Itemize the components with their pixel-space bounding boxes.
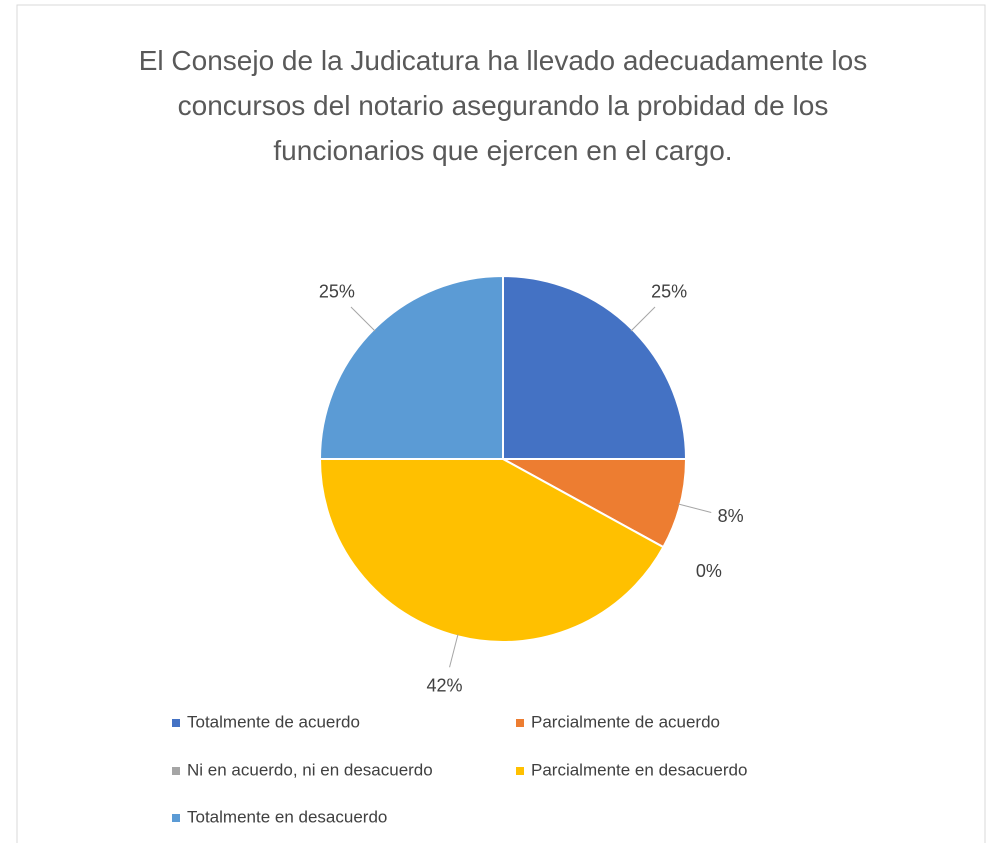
chart-border bbox=[16, 4, 986, 843]
legend-marker bbox=[172, 719, 180, 727]
pie-slice bbox=[502, 274, 688, 460]
legend-label: Ni en acuerdo, ni en desacuerdo bbox=[187, 760, 433, 779]
data-label: 8% bbox=[718, 506, 744, 526]
leader-line bbox=[678, 503, 712, 513]
legend-label: Totalmente de acuerdo bbox=[187, 712, 360, 731]
leader-line bbox=[630, 306, 656, 332]
data-label: 0% bbox=[696, 561, 722, 581]
leader-line bbox=[350, 306, 376, 332]
legend-marker bbox=[516, 767, 524, 775]
legend-marker bbox=[172, 814, 180, 822]
pie-slice bbox=[318, 274, 504, 460]
legend-marker bbox=[516, 719, 524, 727]
data-label: 25% bbox=[319, 282, 355, 302]
legend-label: Parcialmente en desacuerdo bbox=[531, 760, 747, 779]
legend-marker bbox=[172, 767, 180, 775]
legend-label: Parcialmente de acuerdo bbox=[531, 712, 720, 731]
data-label: 42% bbox=[427, 675, 463, 695]
legend-label: Totalmente en desacuerdo bbox=[187, 807, 387, 826]
data-label: 25% bbox=[651, 282, 687, 302]
chart-title: El Consejo de la Judicatura ha llevado a… bbox=[138, 45, 868, 166]
leader-line bbox=[449, 634, 459, 668]
